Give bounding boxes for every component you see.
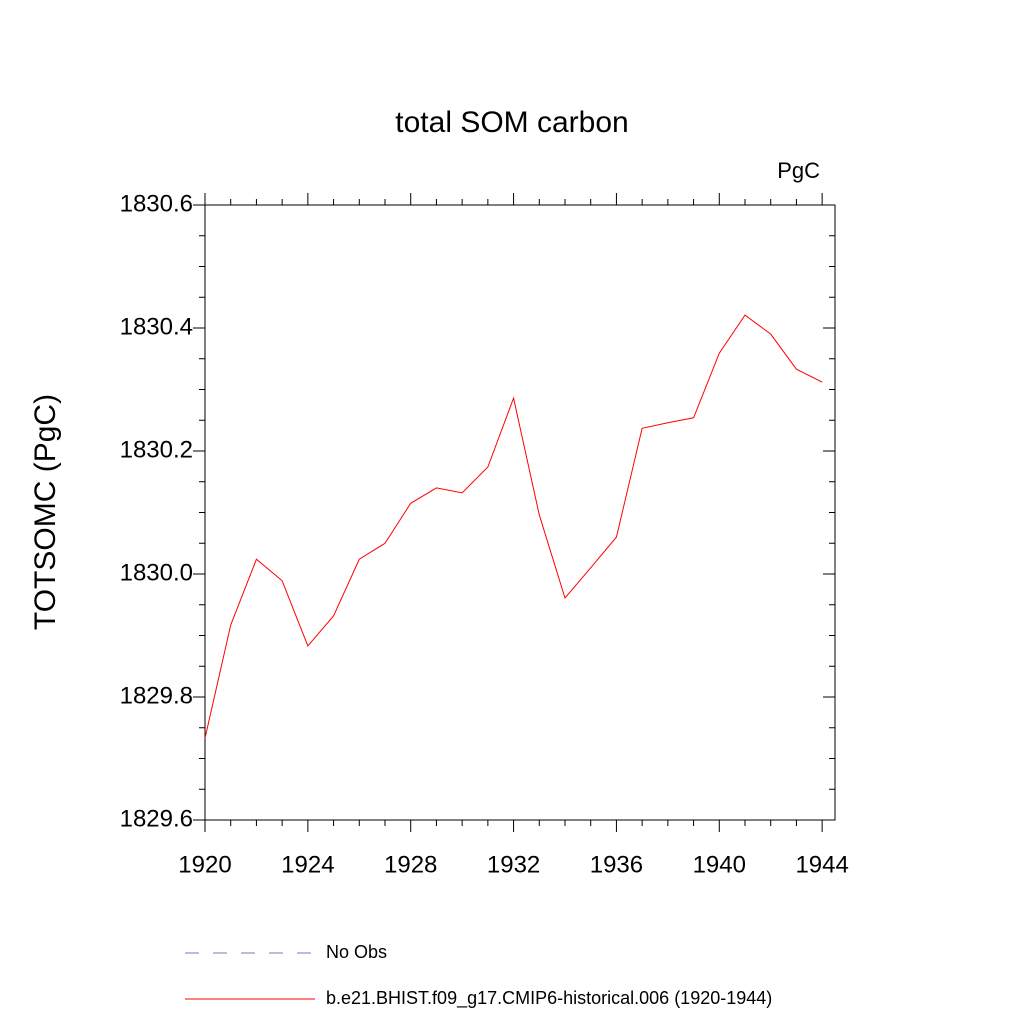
y-tick-label: 1830.0: [120, 559, 193, 586]
x-tick-label: 1924: [281, 851, 334, 878]
x-tick-label: 1928: [384, 851, 437, 878]
x-tick-label: 1936: [590, 851, 643, 878]
chart-title: total SOM carbon: [395, 106, 628, 139]
units-label: PgC: [777, 158, 820, 183]
series-line: [204, 314, 823, 739]
legend-label: b.e21.BHIST.f09_g17.CMIP6-historical.006…: [326, 988, 772, 1009]
plot-frame: [204, 204, 836, 821]
y-axis-label: TOTSOMC (PgC): [29, 394, 62, 630]
x-tick-label: 1944: [795, 851, 848, 878]
y-tick-label: 1830.4: [120, 313, 193, 340]
y-tick-label: 1830.6: [120, 190, 193, 217]
legend-label: No Obs: [326, 942, 387, 962]
y-tick-label: 1829.8: [120, 682, 193, 709]
x-tick-label: 1932: [487, 851, 540, 878]
x-tick-label: 1920: [178, 851, 231, 878]
x-tick-label: 1940: [693, 851, 746, 878]
y-tick-label: 1829.6: [120, 805, 193, 832]
y-tick-label: 1830.2: [120, 436, 193, 463]
